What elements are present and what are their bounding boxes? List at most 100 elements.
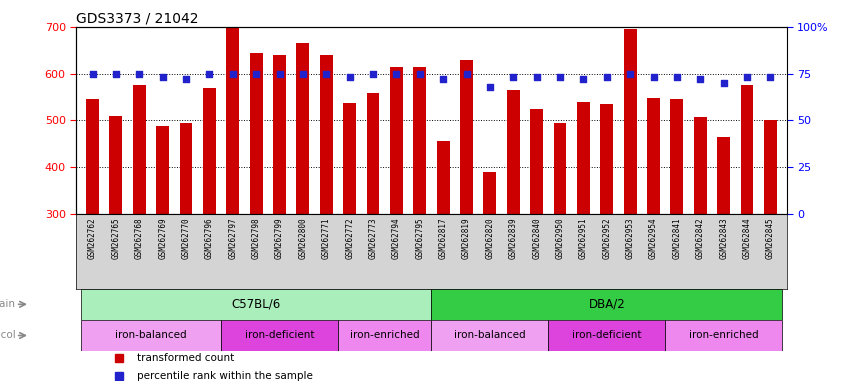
Text: GSM262843: GSM262843 (719, 218, 728, 259)
Text: GSM262951: GSM262951 (579, 218, 588, 259)
Bar (157, 126, 169, 214)
Bar (577, 102, 590, 214)
Point (507, 74, 520, 81)
Text: GSM262798: GSM262798 (251, 218, 261, 259)
Point (390, 71, 404, 77)
Point (226, 71, 239, 77)
Bar (717, 137, 730, 214)
Point (85, 71, 99, 77)
Bar (431, 289, 782, 320)
Bar (665, 320, 782, 351)
Bar (431, 320, 548, 351)
Bar (601, 104, 613, 214)
Text: GSM262950: GSM262950 (556, 218, 564, 259)
Point (272, 71, 286, 77)
Bar (530, 109, 543, 214)
Text: GSM262952: GSM262952 (602, 218, 612, 259)
Text: GSM262954: GSM262954 (649, 218, 658, 259)
Bar (250, 53, 262, 214)
Text: GSM262765: GSM262765 (112, 218, 120, 259)
Bar (460, 60, 473, 214)
Text: GDS3373 / 21042: GDS3373 / 21042 (76, 12, 199, 26)
Point (624, 71, 637, 77)
Point (694, 76, 707, 82)
Text: strain: strain (0, 299, 16, 309)
Text: GSM262800: GSM262800 (299, 218, 307, 259)
Text: protocol: protocol (0, 331, 16, 341)
Text: GSM262841: GSM262841 (673, 218, 681, 259)
Bar (548, 320, 665, 351)
Bar (740, 85, 754, 214)
Bar (338, 320, 431, 351)
Bar (507, 90, 519, 214)
Text: GSM262799: GSM262799 (275, 218, 284, 259)
Text: GSM262845: GSM262845 (766, 218, 775, 259)
Point (320, 71, 333, 77)
Point (670, 74, 684, 81)
Bar (414, 67, 426, 214)
Point (717, 80, 730, 86)
Text: GSM262772: GSM262772 (345, 218, 354, 259)
Point (203, 71, 217, 77)
Text: GSM262770: GSM262770 (182, 218, 190, 259)
Text: GSM262840: GSM262840 (532, 218, 541, 259)
Bar (81, 320, 221, 351)
Text: GSM262795: GSM262795 (415, 218, 425, 259)
Bar (273, 55, 286, 214)
Text: GSM262797: GSM262797 (228, 218, 237, 259)
Point (530, 74, 543, 81)
Bar (694, 117, 706, 214)
Point (553, 74, 567, 81)
Text: GSM262796: GSM262796 (205, 218, 214, 259)
Text: GSM262819: GSM262819 (462, 218, 471, 259)
Bar (296, 43, 310, 214)
Text: GSM262771: GSM262771 (321, 218, 331, 259)
Text: GSM262953: GSM262953 (626, 218, 634, 259)
Point (109, 71, 123, 77)
Bar (437, 141, 449, 214)
Point (437, 76, 450, 82)
Bar (553, 123, 567, 214)
Text: C57BL/6: C57BL/6 (232, 298, 281, 311)
Bar (764, 121, 777, 214)
Point (133, 71, 146, 77)
Text: GSM262769: GSM262769 (158, 218, 168, 259)
Bar (320, 55, 332, 214)
Text: iron-deficient: iron-deficient (572, 331, 641, 341)
Point (296, 71, 310, 77)
Text: DBA/2: DBA/2 (589, 298, 625, 311)
Text: GSM262794: GSM262794 (392, 218, 401, 259)
Point (740, 74, 754, 81)
Point (646, 74, 660, 81)
Bar (221, 320, 338, 351)
Text: GSM262768: GSM262768 (135, 218, 144, 259)
Bar (86, 99, 99, 214)
Point (600, 74, 613, 81)
Point (764, 74, 777, 81)
Bar (109, 116, 123, 214)
Point (413, 71, 426, 77)
Bar (390, 67, 403, 214)
Text: GSM262773: GSM262773 (369, 218, 377, 259)
Point (366, 71, 380, 77)
Text: iron-enriched: iron-enriched (689, 331, 759, 341)
Bar (133, 85, 146, 214)
Point (343, 74, 356, 81)
Text: GSM262762: GSM262762 (88, 218, 97, 259)
Text: transformed count: transformed count (136, 353, 233, 363)
Text: GSM262844: GSM262844 (743, 218, 751, 259)
Text: iron-balanced: iron-balanced (115, 331, 187, 341)
Text: iron-enriched: iron-enriched (350, 331, 420, 341)
Bar (671, 99, 684, 214)
Bar (179, 123, 192, 214)
Text: GSM262842: GSM262842 (695, 218, 705, 259)
Text: iron-deficient: iron-deficient (244, 331, 314, 341)
Point (250, 71, 263, 77)
Point (483, 84, 497, 90)
Point (156, 74, 169, 81)
Bar (203, 88, 216, 214)
Point (179, 76, 193, 82)
Point (577, 76, 591, 82)
Text: iron-balanced: iron-balanced (454, 331, 525, 341)
Text: percentile rank within the sample: percentile rank within the sample (136, 371, 312, 381)
